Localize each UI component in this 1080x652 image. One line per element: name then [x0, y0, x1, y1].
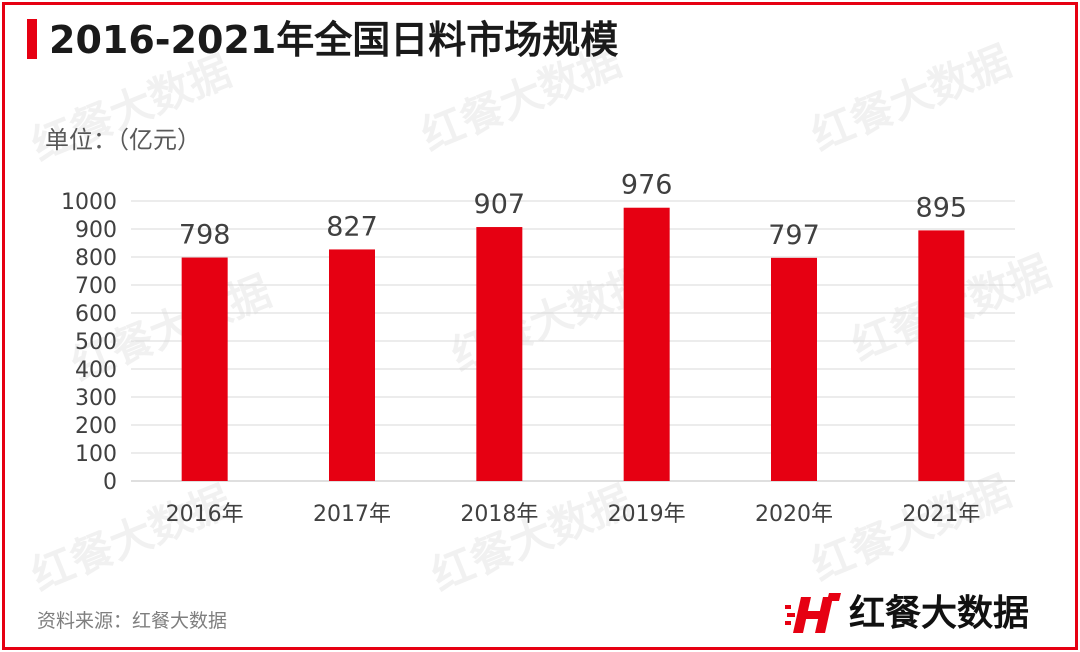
y-tick-label: 600 [75, 302, 117, 327]
brand-name: 红餐大数据 [849, 593, 1030, 634]
y-tick-label: 800 [75, 246, 117, 271]
bar [329, 249, 375, 481]
bar-chart: 0 100 200 300 400 500 600 700 800 900 1000 798 2016年… [61, 170, 1015, 527]
bar [918, 230, 965, 481]
y-tick-label: 300 [75, 386, 117, 411]
unit-label: 单位：（亿元） [45, 126, 201, 154]
y-tick-label: 200 [75, 414, 117, 439]
source-note: 资料来源：红餐大数据 [37, 610, 228, 632]
red-h-logo-icon [785, 593, 841, 633]
data-label: 907 [474, 189, 526, 220]
y-tick-label: 0 [103, 470, 117, 495]
y-tick-label: 100 [75, 442, 117, 467]
x-tick-label: 2021年 [902, 502, 980, 527]
x-tick-label: 2016年 [166, 502, 244, 527]
data-label: 827 [326, 211, 378, 242]
x-tick-label: 2020年 [755, 502, 833, 527]
data-label: 895 [916, 192, 968, 223]
y-tick-label: 700 [75, 274, 117, 299]
brand-logo: 红餐大数据 [785, 590, 1029, 638]
bar [623, 207, 670, 481]
data-label: 798 [179, 220, 231, 251]
bar [771, 257, 817, 481]
y-tick-label: 1000 [61, 190, 117, 215]
title-accent-bar [27, 19, 37, 59]
y-tick-label: 500 [75, 330, 117, 355]
bar [181, 257, 228, 481]
x-tick-label: 2018年 [460, 502, 538, 527]
data-label: 976 [621, 170, 673, 201]
chart-title: 2016-2021年全国日料市场规模 [49, 18, 619, 62]
bar [476, 227, 523, 481]
x-tick-label: 2019年 [608, 502, 686, 527]
y-tick-label: 400 [75, 358, 117, 383]
y-tick-label: 900 [75, 218, 117, 243]
data-label: 797 [768, 220, 820, 251]
x-tick-label: 2017年 [313, 502, 391, 527]
